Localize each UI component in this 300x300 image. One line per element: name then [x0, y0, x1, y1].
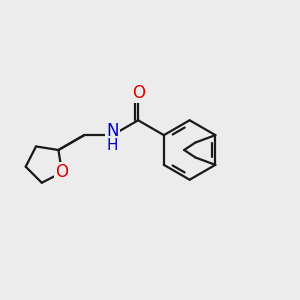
Text: O: O — [132, 84, 145, 102]
Text: H: H — [107, 138, 118, 153]
Text: O: O — [56, 164, 68, 181]
Text: N: N — [106, 122, 119, 140]
